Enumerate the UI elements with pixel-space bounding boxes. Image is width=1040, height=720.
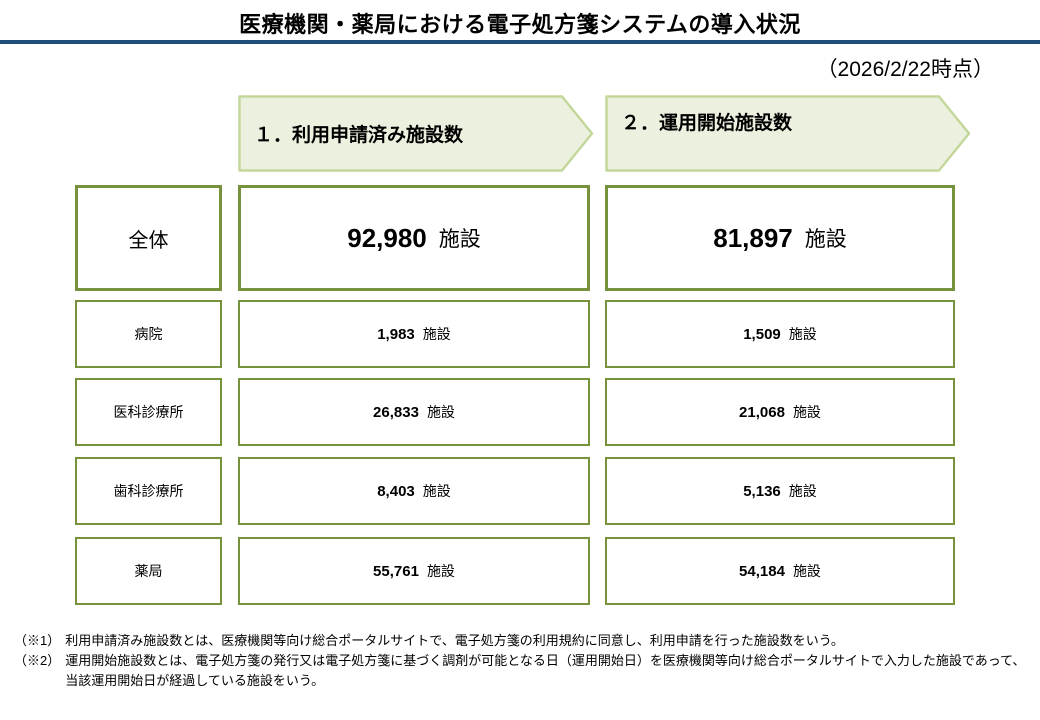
value-number: 5,136	[743, 482, 781, 500]
value-total-started: 81,897 施設	[605, 185, 955, 291]
title-divider-line	[0, 40, 1040, 44]
row-label-text: 全体	[128, 229, 169, 252]
row-label-pharmacy: 薬局	[75, 537, 222, 605]
row-label-text: 病院	[134, 326, 163, 342]
row-label-text: 歯科診療所	[113, 483, 184, 499]
footnote-marker: （※2）	[14, 653, 61, 668]
page-title: 医療機関・薬局における電子処方箋システムの導入状況	[239, 12, 801, 37]
value-unit: 施設	[422, 326, 451, 342]
column-header-started: ２．運用開始施設数	[605, 95, 971, 172]
value-unit: 施設	[426, 563, 455, 579]
row-label-medical-clinic: 医科診療所	[75, 378, 222, 446]
value-number: 92,980	[347, 222, 427, 253]
row-label-hospital: 病院	[75, 300, 222, 368]
value-pharmacy-started: 54,184 施設	[605, 537, 955, 605]
footnotes: （※1） 利用申請済み施設数とは、医療機関等向け総合ポータルサイトで、電子処方箋…	[14, 631, 1028, 691]
value-medical-clinic-applied: 26,833 施設	[238, 378, 590, 446]
value-total-applied: 92,980 施設	[238, 185, 590, 291]
value-hospital-started: 1,509 施設	[605, 300, 955, 368]
as-of-date: （2026/2/22時点）	[816, 58, 994, 81]
chevron-banner-shape	[238, 95, 594, 172]
value-unit: 施設	[788, 326, 817, 342]
chevron-banner-shape	[605, 95, 971, 172]
value-number: 21,068	[739, 403, 785, 421]
column-header-started-label: ２．運用開始施設数	[621, 113, 793, 134]
value-unit: 施設	[792, 563, 821, 579]
footnote-text: 運用開始施設数とは、電子処方箋の発行又は電子処方箋に基づく調剤が可能となる日（運…	[65, 653, 1026, 688]
value-number: 26,833	[373, 403, 419, 421]
footnote-marker: （※1）	[14, 633, 61, 648]
value-unit: 施設	[422, 483, 451, 499]
value-pharmacy-applied: 55,761 施設	[238, 537, 590, 605]
value-medical-clinic-started: 21,068 施設	[605, 378, 955, 446]
value-dental-clinic-started: 5,136 施設	[605, 457, 955, 525]
value-number: 55,761	[373, 562, 419, 580]
row-label-text: 医科診療所	[113, 404, 184, 420]
row-label-text: 薬局	[134, 563, 163, 579]
row-label-dental-clinic: 歯科診療所	[75, 457, 222, 525]
footnote-1: （※1） 利用申請済み施設数とは、医療機関等向け総合ポータルサイトで、電子処方箋…	[14, 631, 1028, 651]
value-dental-clinic-applied: 8,403 施設	[238, 457, 590, 525]
value-number: 54,184	[739, 562, 785, 580]
footnote-text: 利用申請済み施設数とは、医療機関等向け総合ポータルサイトで、電子処方箋の利用規約…	[65, 633, 844, 648]
column-header-applied: １．利用申請済み施設数	[238, 95, 594, 172]
value-number: 1,983	[377, 325, 415, 343]
footnote-2: （※2） 運用開始施設数とは、電子処方箋の発行又は電子処方箋に基づく調剤が可能と…	[14, 651, 1028, 691]
value-unit: 施設	[804, 228, 847, 251]
value-number: 1,509	[743, 325, 781, 343]
row-label-total: 全体	[75, 185, 222, 291]
value-number: 81,897	[713, 222, 793, 253]
value-unit: 施設	[438, 228, 481, 251]
column-header-applied-label: １．利用申請済み施設数	[254, 125, 464, 146]
value-number: 8,403	[377, 482, 415, 500]
value-unit: 施設	[426, 404, 455, 420]
value-unit: 施設	[792, 404, 821, 420]
value-unit: 施設	[788, 483, 817, 499]
value-hospital-applied: 1,983 施設	[238, 300, 590, 368]
